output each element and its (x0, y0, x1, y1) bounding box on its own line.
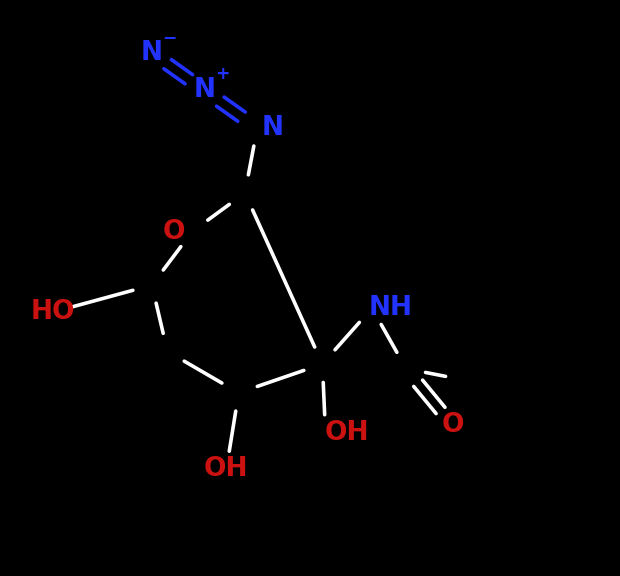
Text: O: O (441, 412, 464, 438)
Text: N: N (141, 40, 163, 66)
Text: OH: OH (204, 456, 249, 483)
Text: N: N (262, 115, 284, 141)
Text: N: N (193, 77, 216, 104)
Text: O: O (162, 218, 185, 245)
Text: HO: HO (30, 299, 75, 325)
Text: +: + (215, 65, 229, 84)
Text: OH: OH (325, 420, 370, 446)
Text: NH: NH (369, 295, 412, 321)
Text: −: − (162, 28, 177, 46)
